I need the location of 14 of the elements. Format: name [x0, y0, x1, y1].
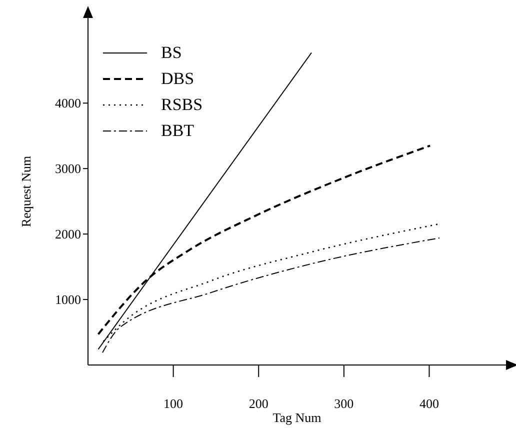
- x-tick-label: 400: [419, 396, 439, 412]
- y-axis-title: Request Num: [18, 156, 34, 228]
- legend-label: BBT: [161, 120, 194, 142]
- y-tick-label: 4000: [55, 96, 81, 111]
- legend-label: DBS: [161, 68, 194, 90]
- legend-label: BS: [161, 42, 182, 64]
- y-tick-label: 1000: [55, 292, 81, 308]
- x-axis-title: Tag Num: [272, 410, 322, 425]
- x-tick-label: 100: [164, 396, 184, 412]
- y-tick-label: 2000: [55, 226, 81, 242]
- x-tick-label: 300: [334, 396, 354, 412]
- x-tick-label: 200: [248, 396, 268, 412]
- y-tick-label: 3000: [55, 161, 81, 176]
- legend-label: RSBS: [161, 94, 203, 116]
